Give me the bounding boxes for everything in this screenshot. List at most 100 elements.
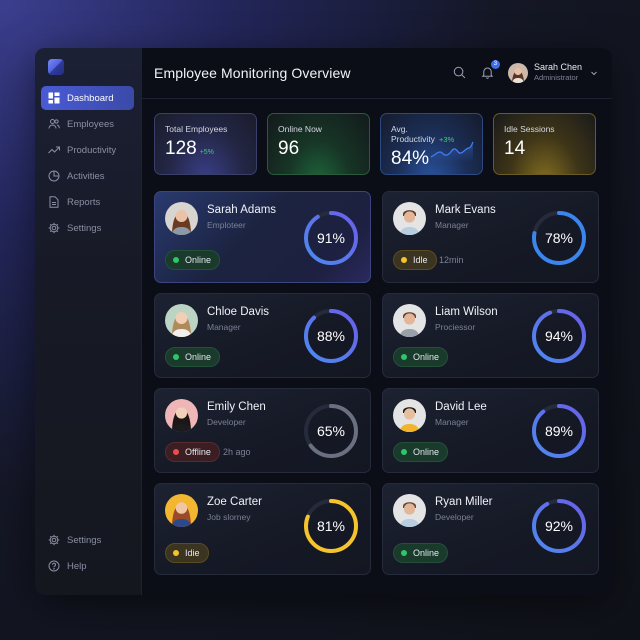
status-badge: Idie	[165, 543, 209, 563]
sidebar-item-label: Reports	[67, 196, 101, 208]
employee-role: Developer	[207, 417, 246, 427]
main-content: Employee Monitoring Overview 3 Sarah Che…	[142, 48, 612, 595]
last-seen: 2h ago	[223, 447, 251, 457]
productivity-value: 92%	[544, 518, 574, 534]
avatar	[393, 399, 426, 432]
sidebar-nav: Dashboard Employees Productivity Activit…	[41, 86, 134, 242]
employee-card[interactable]: Chloe Davis Manager Online 88%	[154, 293, 371, 378]
employee-name: Zoe Carter	[207, 496, 262, 508]
sidebar-item-label: Employees	[67, 118, 114, 130]
stat-avg-productivity[interactable]: Avg. Productivity +3% 84%	[380, 113, 483, 175]
notification-badge: 3	[490, 59, 500, 69]
employee-role: Prociessor	[435, 322, 476, 332]
status-badge: Idle	[393, 250, 437, 270]
sidebar-item-reports[interactable]: Reports	[41, 190, 134, 214]
stat-total-employees[interactable]: Total Employees 128 +5%	[154, 113, 257, 175]
status-text: Online	[413, 447, 440, 457]
sidebar-item-settings[interactable]: Settings	[41, 216, 134, 240]
productivity-value: 89%	[544, 423, 574, 439]
avatar	[393, 202, 426, 235]
sidebar-item-employees[interactable]: Employees	[41, 112, 134, 136]
status-badge: Online	[393, 347, 449, 367]
header-actions: 3 Sarah Chen Administrator	[452, 59, 598, 83]
status-badge: Online	[393, 442, 449, 462]
gear-icon	[48, 534, 60, 546]
user-avatar[interactable]	[507, 62, 528, 83]
avatar	[393, 494, 426, 527]
sidebar-item-settings-bottom[interactable]: Settings	[41, 528, 134, 552]
header: Employee Monitoring Overview 3 Sarah Che…	[142, 48, 612, 99]
employee-role: Manager	[435, 417, 469, 427]
app-window: Dashboard Employees Productivity Activit…	[35, 48, 612, 595]
employee-card[interactable]: Mark Evans Manager Idle 12min 78%	[382, 191, 599, 283]
stat-online-now[interactable]: Online Now 96	[267, 113, 370, 175]
productivity-value: 65%	[316, 423, 346, 439]
productivity-value: 94%	[544, 328, 574, 344]
productivity-value: 88%	[316, 328, 346, 344]
stat-idle-sessions[interactable]: Idle Sessions 14	[493, 113, 596, 175]
stat-delta: +5%	[199, 149, 214, 156]
sidebar-bottom-nav: Settings Help	[41, 528, 134, 580]
stats-row: Total Employees 128 +5% Online Now 96 Avg…	[154, 113, 596, 175]
employee-name: Mark Evans	[435, 204, 496, 216]
employee-card[interactable]: Ryan Miller Developer Online 92%	[382, 483, 599, 575]
stat-label: Online Now	[278, 124, 322, 134]
app-logo-icon[interactable]	[48, 59, 64, 75]
employee-name: Ryan Miller	[435, 496, 493, 508]
user-info[interactable]: Sarah Chen Administrator	[534, 62, 582, 83]
sidebar-item-label: Productivity	[67, 144, 117, 156]
avatar	[165, 399, 198, 432]
trending-up-icon	[48, 144, 60, 156]
employee-name: Sarah Adams	[207, 204, 277, 216]
employee-role: Manager	[435, 220, 469, 230]
sidebar-item-label: Activities	[67, 170, 105, 182]
page-title: Employee Monitoring Overview	[154, 65, 351, 81]
stat-value: 14	[504, 138, 526, 159]
sidebar-item-activities[interactable]: Activities	[41, 164, 134, 188]
sidebar: Dashboard Employees Productivity Activit…	[35, 48, 142, 595]
status-dot	[401, 550, 407, 556]
search-button[interactable]	[452, 65, 468, 81]
stat-value: 96	[278, 138, 300, 159]
chevron-down-icon[interactable]	[590, 69, 598, 77]
employee-card[interactable]: David Lee Manager Online 89%	[382, 388, 599, 473]
stat-value: 84%	[391, 148, 430, 169]
productivity-value: 81%	[316, 518, 346, 534]
status-dot	[173, 354, 179, 360]
users-icon	[48, 118, 60, 130]
productivity-ring: 78%	[530, 209, 588, 267]
employee-card[interactable]: Emily Chen Developer Offline 2h ago 65%	[154, 388, 371, 473]
status-dot	[173, 550, 179, 556]
stat-label-text: Avg. Productivity	[391, 124, 435, 144]
employee-card[interactable]: Liam Wilson Prociessor Online 94%	[382, 293, 599, 378]
status-dot	[401, 449, 407, 455]
stat-delta: +3%	[438, 135, 455, 144]
sidebar-item-productivity[interactable]: Productivity	[41, 138, 134, 162]
status-dot	[173, 257, 179, 263]
status-text: Idie	[185, 548, 200, 558]
employee-card[interactable]: Zoe Carter Job slorney Idie 81%	[154, 483, 371, 575]
status-badge: Online	[165, 347, 221, 367]
employee-card[interactable]: Sarah Adams Emploteer Online 91%	[154, 191, 371, 283]
sidebar-item-dashboard[interactable]: Dashboard	[41, 86, 134, 110]
status-badge: Online	[393, 543, 449, 563]
dashboard-icon	[48, 92, 60, 104]
search-icon	[454, 66, 466, 79]
help-icon	[48, 560, 60, 572]
employee-grid: Sarah Adams Emploteer Online 91% Mark Ev…	[154, 191, 599, 575]
avatar	[393, 304, 426, 337]
gear-icon	[48, 222, 60, 234]
sidebar-item-help[interactable]: Help	[41, 554, 134, 578]
employee-role: Manager	[207, 322, 241, 332]
sidebar-item-label: Settings	[67, 222, 102, 234]
employee-name: Liam Wilson	[435, 306, 498, 318]
productivity-ring: 89%	[530, 402, 588, 460]
user-name: Sarah Chen	[533, 62, 582, 72]
sidebar-item-label: Dashboard	[67, 92, 114, 104]
sidebar-item-label: Settings	[67, 534, 102, 546]
stat-value: 128	[165, 138, 197, 159]
avatar	[165, 202, 198, 235]
notifications-button[interactable]: 3	[480, 59, 500, 81]
status-text: Online	[413, 548, 440, 558]
status-dot	[401, 257, 407, 263]
